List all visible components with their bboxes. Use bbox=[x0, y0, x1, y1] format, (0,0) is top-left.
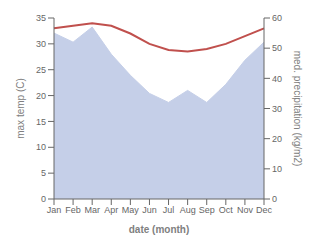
svg-text:5: 5 bbox=[41, 168, 46, 178]
svg-text:15: 15 bbox=[36, 117, 46, 127]
svg-text:0: 0 bbox=[272, 194, 277, 204]
svg-text:Jul: Jul bbox=[163, 205, 175, 215]
svg-text:60: 60 bbox=[272, 13, 282, 23]
svg-text:20: 20 bbox=[36, 91, 46, 101]
svg-text:25: 25 bbox=[36, 65, 46, 75]
svg-text:max temp (C): max temp (C) bbox=[15, 78, 26, 139]
svg-text:10: 10 bbox=[36, 142, 46, 152]
svg-text:20: 20 bbox=[272, 134, 282, 144]
svg-text:50: 50 bbox=[272, 43, 282, 53]
svg-text:Jun: Jun bbox=[142, 205, 157, 215]
svg-text:Feb: Feb bbox=[65, 205, 81, 215]
svg-text:date (month): date (month) bbox=[129, 224, 190, 235]
svg-text:Sep: Sep bbox=[199, 205, 215, 215]
svg-text:30: 30 bbox=[272, 104, 282, 114]
svg-text:med. precipitation (kg/m2): med. precipitation (kg/m2) bbox=[292, 51, 303, 167]
svg-text:Oct: Oct bbox=[219, 205, 234, 215]
svg-text:40: 40 bbox=[272, 74, 282, 84]
svg-text:Nov: Nov bbox=[237, 205, 254, 215]
svg-text:May: May bbox=[122, 205, 140, 215]
svg-text:35: 35 bbox=[36, 13, 46, 23]
svg-text:Dec: Dec bbox=[256, 205, 273, 215]
svg-text:Jan: Jan bbox=[47, 205, 62, 215]
svg-text:10: 10 bbox=[272, 164, 282, 174]
svg-text:Apr: Apr bbox=[104, 205, 118, 215]
svg-text:0: 0 bbox=[41, 194, 46, 204]
svg-text:30: 30 bbox=[36, 39, 46, 49]
svg-text:Aug: Aug bbox=[180, 205, 196, 215]
svg-text:Mar: Mar bbox=[84, 205, 100, 215]
